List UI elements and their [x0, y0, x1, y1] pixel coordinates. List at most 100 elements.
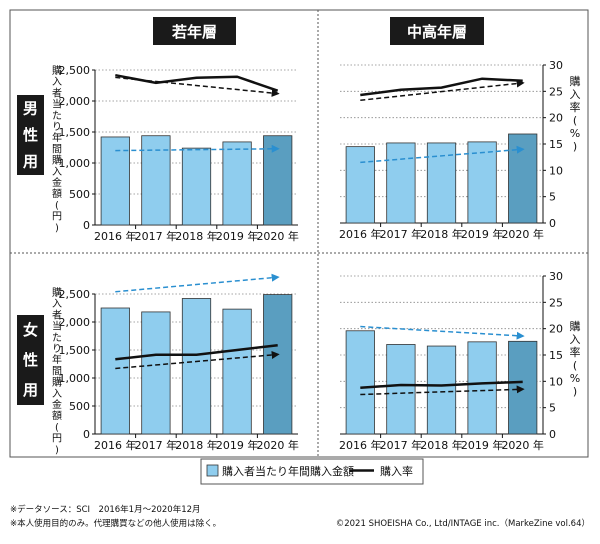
column-header-label: 中高年層 [407, 23, 467, 41]
bar [386, 344, 416, 435]
left-axis-label-char: 購 [52, 64, 62, 77]
y-tick-label-right: 5 [549, 191, 556, 204]
y-tick-label-right: 0 [549, 217, 556, 230]
trend-arrow-blue [360, 145, 525, 164]
left-axis-label-char: 当 [52, 98, 62, 111]
y-tick-label-left: 1,000 [59, 372, 91, 385]
y-tick-label-right: 5 [549, 402, 556, 415]
y-tick-label-right: 25 [549, 85, 563, 98]
trend-arrow-blue [360, 325, 525, 340]
x-tick-label: 2016 年 [94, 438, 137, 452]
left-axis-label-char: 円 [52, 434, 62, 445]
legend-line-label: 購入率 [380, 464, 413, 478]
trend-arrow-black [115, 76, 280, 97]
left-axis-label-char: 当 [52, 320, 62, 333]
y-tick-label-right: 0 [549, 428, 556, 441]
x-tick-label: 2018 年 [420, 227, 463, 241]
bar [467, 341, 497, 435]
right-axis-label-char: ( [573, 114, 577, 127]
left-axis-label-char: 購 [52, 376, 62, 389]
x-tick-label: 2016 年 [94, 229, 137, 243]
left-axis-label-char: 額 [52, 187, 62, 200]
y-tick-label-left: 2,000 [59, 316, 91, 329]
x-tick-label: 2019 年 [461, 227, 504, 241]
trend-arrow-blue [115, 273, 280, 293]
x-tick-label: 2016 年 [339, 227, 382, 241]
y-tick-label-right: 10 [549, 164, 563, 177]
right-axis-label-char: 購 [570, 319, 581, 333]
row-header-bg [17, 95, 44, 175]
x-tick-label: 2017 年 [135, 438, 178, 452]
x-tick-label: 2018 年 [175, 229, 218, 243]
bar [345, 330, 375, 435]
y-tick-label-right: 15 [549, 138, 563, 151]
right-axis-label-char: ) [573, 140, 577, 153]
y-tick-label-right: 20 [549, 112, 563, 125]
left-axis-label-char: り [52, 343, 62, 355]
bar [508, 133, 538, 224]
column-header-bg [390, 17, 484, 45]
right-axis-label-char: 率 [570, 345, 581, 359]
x-tick-label: 2020 年 [501, 438, 544, 452]
labels-layer: 若年層 中高年層男性用女性用購入者当たり年間購入金額(円)購入者当たり年間購入金額… [10, 17, 590, 529]
y-tick-label-left: 2,000 [59, 95, 91, 108]
left-axis-label-char: 金 [52, 176, 62, 189]
bar [222, 308, 252, 435]
left-axis-label-char: た [52, 332, 62, 344]
left-axis-label-char: 入 [52, 167, 62, 178]
bar [181, 298, 212, 435]
trend-arrow-black [115, 351, 280, 370]
right-axis-label-char: ( [573, 359, 577, 372]
row-header-char: 男 [23, 99, 38, 117]
x-tick-label: 2019 年 [461, 438, 504, 452]
y-tick-label-left: 0 [83, 428, 90, 441]
y-tick-label-right: 15 [549, 349, 563, 362]
x-tick-label: 2017 年 [380, 227, 423, 241]
left-axis-label-char: 額 [52, 409, 62, 422]
row-header-char: 用 [23, 381, 38, 399]
right-axis-label-char: % [570, 127, 580, 140]
left-axis-label-char: ) [55, 445, 59, 456]
y-tick-label-left: 2,500 [59, 64, 91, 77]
y-tick-label-right: 10 [549, 375, 563, 388]
footnote-source: ※データソース：SCI 2016年1月〜2020年12月 [10, 504, 201, 515]
y-tick-label-left: 500 [69, 188, 90, 201]
x-tick-label: 2020 年 [501, 227, 544, 241]
trend-arrow-blue [115, 144, 280, 153]
bar [100, 307, 130, 435]
left-axis-label-char: 入 [52, 77, 62, 88]
left-axis-label-char: 入 [52, 299, 62, 310]
bar [508, 340, 538, 435]
y-tick-label-left: 1,500 [59, 344, 91, 357]
line-series [115, 344, 278, 361]
trend-arrow-black [360, 385, 525, 396]
bar [141, 311, 171, 435]
x-tick-label: 2017 年 [135, 229, 178, 243]
left-axis-label-char: ( [55, 200, 59, 211]
left-axis-label-char: ) [55, 223, 59, 234]
right-axis-label-char: 率 [570, 100, 581, 114]
legend-bar-label: 購入者当たり年間購入金額 [222, 464, 354, 478]
left-axis-label-char: 年 [52, 131, 62, 144]
y-tick-label-left: 0 [83, 219, 90, 232]
y-tick-label-left: 500 [69, 400, 90, 413]
y-tick-label-left: 2,500 [59, 288, 91, 301]
row-header-char: 用 [23, 153, 38, 171]
line-series [115, 73, 279, 92]
y-tick-label-right: 30 [549, 59, 563, 72]
copyright: ©2021 SHOEISHA Co., Ltd/INTAGE inc.（Mark… [336, 518, 590, 529]
x-tick-label: 2017 年 [380, 438, 423, 452]
x-tick-label: 2019 年 [216, 438, 259, 452]
footnote-usage: ※本人使用目的のみ。代理購買などの他人使用は除く。 [10, 518, 221, 529]
column-header-label: 若年層 [171, 23, 217, 41]
bar [100, 136, 130, 226]
y-tick-label-left: 1,500 [59, 126, 91, 139]
bar [141, 135, 171, 226]
bar [426, 345, 457, 435]
bar [181, 147, 212, 226]
x-tick-label: 2018 年 [175, 438, 218, 452]
bar [467, 141, 497, 224]
